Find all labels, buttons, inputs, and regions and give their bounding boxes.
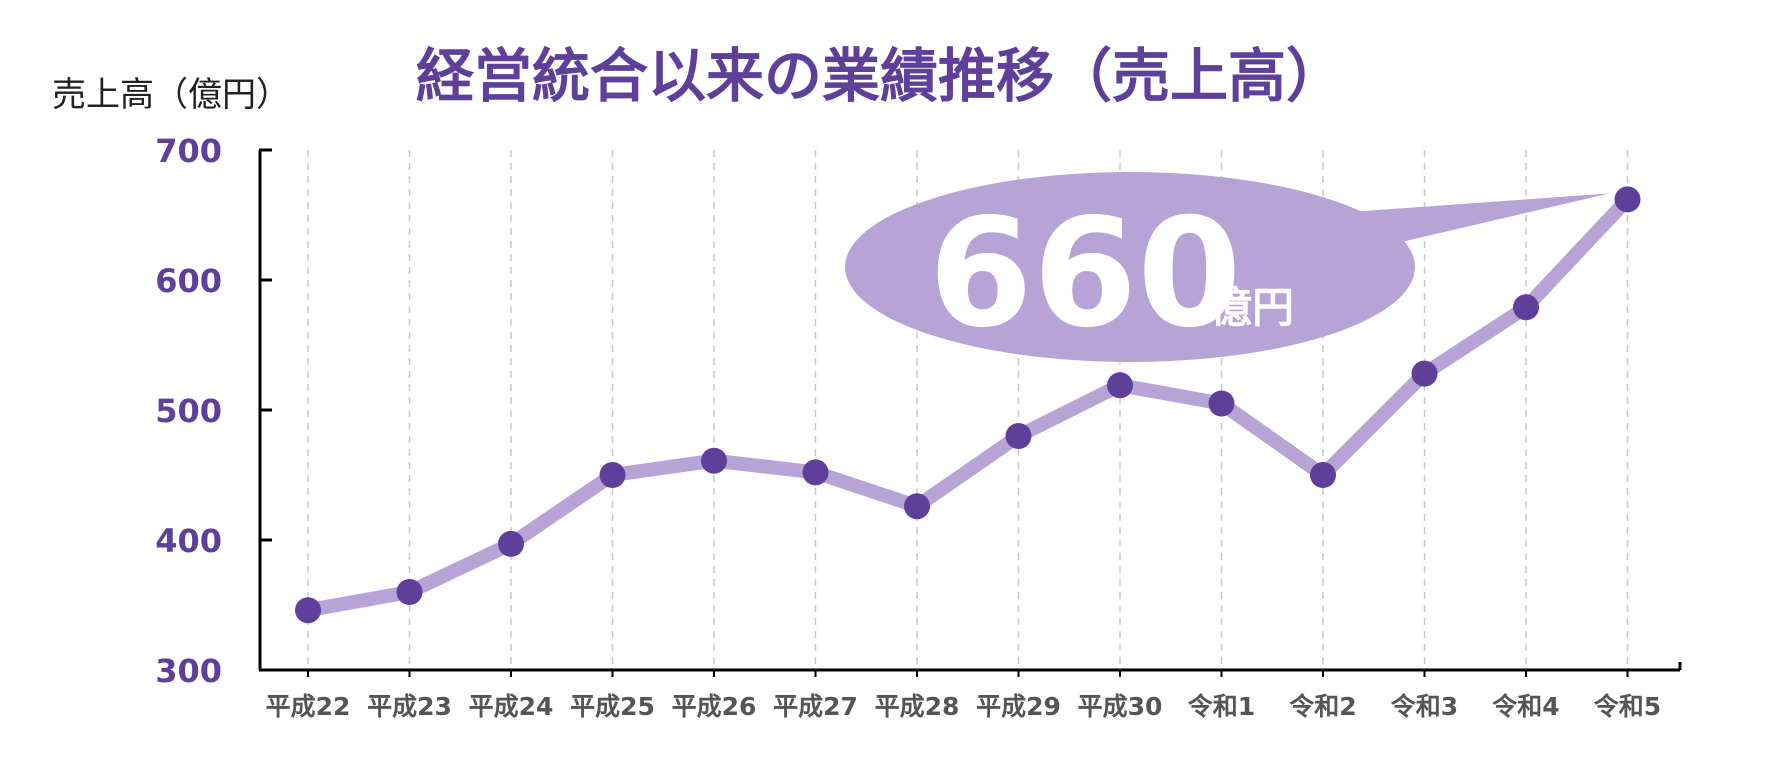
data-point-6 (904, 493, 930, 520)
callout-bubble: 660 億円 (845, 172, 1610, 362)
data-point-5 (802, 459, 829, 486)
data-point-4 (701, 447, 727, 474)
y-tick-label: 300 (155, 652, 222, 690)
y-tick-label: 600 (155, 262, 222, 300)
series-line (301, 192, 1635, 618)
x-tick-label: 平成29 (976, 692, 1061, 721)
data-point-13 (1614, 186, 1641, 213)
y-axis-label: 売上高（億円） (52, 75, 290, 115)
y-tick-labels: 300 400 500 600 700 (155, 132, 222, 690)
x-tick-label: 平成28 (875, 692, 960, 721)
data-point-1 (396, 579, 423, 605)
x-tick-label: 平成23 (367, 692, 452, 721)
x-tick-label: 令和1 (1188, 692, 1255, 721)
x-tick-labels: 平成22 平成23 平成24 平成25 平成26 平成27 平成28 平成29 平成30 令和1 令… (266, 692, 1662, 721)
callout-ellipse (845, 172, 1415, 362)
series-sales (295, 186, 1641, 624)
data-point-2 (498, 530, 524, 557)
data-point-11 (1411, 360, 1438, 387)
callout-tail (1350, 193, 1610, 247)
y-tick-label: 500 (155, 392, 222, 430)
axes (258, 148, 1682, 677)
x-tick-label: 平成25 (570, 692, 655, 721)
y-tick-label: 700 (155, 132, 222, 170)
x-tick-label: 令和3 (1391, 692, 1458, 721)
data-point-3 (599, 462, 626, 488)
data-point-8 (1107, 372, 1133, 399)
data-point-10 (1310, 462, 1336, 488)
x-tick-label: 令和2 (1289, 692, 1356, 721)
x-tick-label: 平成30 (1078, 692, 1163, 721)
x-tick-label: 令和4 (1492, 692, 1559, 721)
data-point-12 (1513, 294, 1539, 321)
chart-title: 経営統合以来の業績推移（売上高） (416, 42, 1344, 110)
y-tick-label: 400 (155, 522, 222, 560)
x-tick-label: 令和5 (1594, 692, 1661, 721)
x-tick-label: 平成22 (266, 692, 351, 721)
callout-value: 660 (928, 187, 1241, 361)
x-tick-label: 平成27 (773, 692, 858, 721)
data-point-7 (1005, 423, 1032, 449)
data-point-9 (1208, 390, 1235, 417)
x-tick-label: 平成24 (469, 692, 554, 721)
x-tick-label: 平成26 (672, 692, 757, 721)
data-point-0 (295, 597, 321, 624)
callout-unit: 億円 (1210, 283, 1294, 332)
